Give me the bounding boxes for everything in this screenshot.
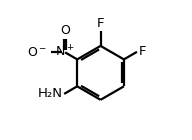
Text: F: F	[97, 17, 104, 30]
Text: $\mathregular{O^-}$: $\mathregular{O^-}$	[27, 46, 47, 59]
Text: O: O	[60, 24, 70, 37]
Text: F: F	[138, 45, 146, 58]
Text: $\mathregular{N^+}$: $\mathregular{N^+}$	[55, 45, 75, 60]
Text: H₂N: H₂N	[38, 87, 63, 100]
